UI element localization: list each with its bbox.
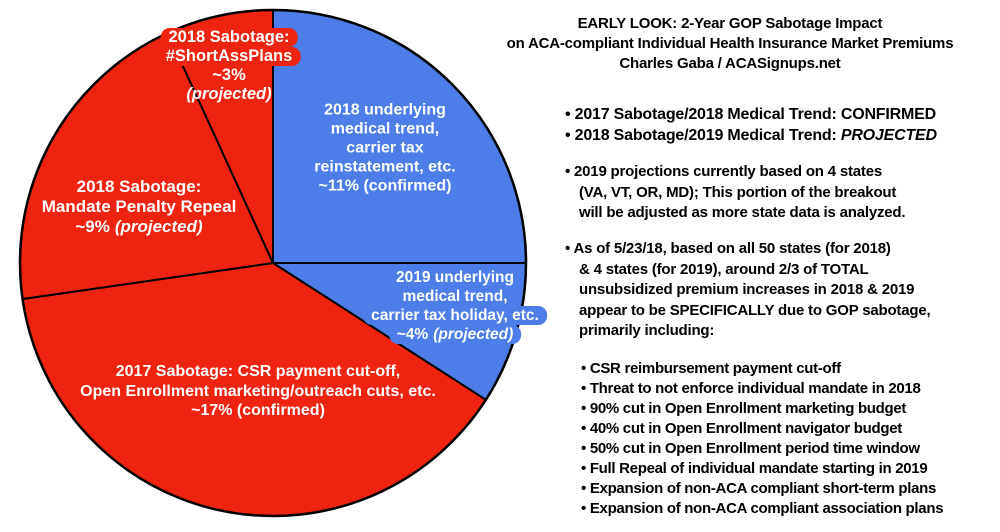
label-line: 2017 Sabotage: CSR payment cut-off, — [115, 362, 401, 380]
label-line: medical trend, — [330, 120, 440, 138]
status-bullets: • 2017 Sabotage/2018 Medical Trend: CONF… — [565, 104, 937, 146]
label-line: 2018 Sabotage: — [158, 28, 301, 47]
text-line: unsubsidized premium increases in 2018 &… — [579, 281, 915, 298]
slice-label-2018-medical-trend: 2018 underlying medical trend, carrier t… — [314, 101, 455, 196]
label-value: ~11% (confirmed) — [318, 177, 452, 195]
projection-note: • 2019 projections currently based on 4 … — [565, 162, 906, 224]
list-item: • 50% cut in Open Enrollment period time… — [581, 440, 920, 457]
bullet-item: • As of 5/23/18, based on all 50 states … — [565, 240, 891, 257]
label-highlight: carrier tax holiday, etc. — [363, 306, 547, 325]
label-line: carrier tax holiday, etc. — [363, 306, 547, 325]
text-line: appear to be SPECIFICALLY due to GOP sab… — [579, 301, 931, 319]
pie-outline — [18, 8, 528, 518]
list-item: • CSR reimbursement payment cut-off — [581, 360, 841, 377]
label-value: ~3% — [212, 66, 246, 84]
list-item: • Expansion of non-ACA compliant short-t… — [581, 480, 937, 497]
sabotage-list: • CSR reimbursement payment cut-off • Th… — [581, 359, 944, 519]
text-line: & 4 states (for 2019), around 2/3 of TOT… — [579, 260, 869, 278]
text-line: will be adjusted as more state data is a… — [579, 204, 906, 221]
label-value: ~4% (projected) — [363, 325, 547, 344]
label-line: #ShortAssPlans — [157, 47, 301, 66]
label-line: 2019 underlying — [395, 269, 514, 286]
text-line: primarily including: — [579, 322, 715, 339]
label-value: ~17% (confirmed) — [191, 401, 325, 419]
title-line: on ACA-compliant Individual Health Insur… — [506, 35, 954, 52]
list-item: • 40% cut in Open Enrollment navigator b… — [581, 420, 902, 437]
summary-note: • As of 5/23/18, based on all 50 states … — [565, 239, 931, 342]
label-line: carrier tax — [346, 139, 424, 157]
label-line: Open Enrollment marketing/outreach cuts,… — [80, 382, 436, 400]
label-line: medical trend, — [402, 288, 508, 305]
bullet-item: • 2017 Sabotage/2018 Medical Trend: CONF… — [565, 106, 936, 123]
label-line: Mandate Penalty Repeal — [41, 197, 237, 216]
chart-title: EARLY LOOK: 2-Year GOP Sabotage Impact o… — [430, 14, 1000, 74]
title-line: EARLY LOOK: 2-Year GOP Sabotage Impact — [577, 15, 883, 32]
label-value: ~9% (projected) — [75, 217, 203, 236]
label-line: reinstatement, etc. — [314, 158, 456, 176]
attribution: Charles Gaba / ACASignups.net — [619, 55, 841, 72]
label-line: 2018 underlying — [324, 101, 446, 119]
bullet-item: • 2019 projections currently based on 4 … — [565, 163, 883, 180]
slice-label-2017-sabotage-csr: 2017 Sabotage: CSR payment cut-off, Open… — [80, 362, 436, 421]
list-item: • Expansion of non-ACA compliant associa… — [581, 500, 944, 517]
label-highlight: #ShortAssPlans — [157, 47, 301, 66]
list-item: • Full Repeal of individual mandate star… — [581, 460, 928, 477]
slice-label-2018-sabotage-mandate: 2018 Sabotage: Mandate Penalty Repeal ~9… — [42, 177, 237, 237]
slice-label-2018-sabotage-shortassplans: 2018 Sabotage: #ShortAssPlans ~3% (proje… — [157, 28, 301, 104]
slice-label-2019-medical-trend: 2019 underlying medical trend, carrier t… — [363, 268, 547, 344]
bullet-item: • 2018 Sabotage/2019 Medical Trend: PROJ… — [565, 127, 937, 144]
label-line: 2018 Sabotage: — [76, 177, 202, 196]
list-item: • 90% cut in Open Enrollment marketing b… — [581, 400, 907, 417]
list-item: • Threat to not enforce individual manda… — [581, 380, 921, 397]
label-highlight: ~4% (projected) — [388, 325, 522, 344]
label-status: (projected) — [186, 85, 272, 103]
label-highlight: 2018 Sabotage: — [160, 28, 298, 47]
text-line: (VA, VT, OR, MD); This portion of the br… — [579, 183, 897, 201]
